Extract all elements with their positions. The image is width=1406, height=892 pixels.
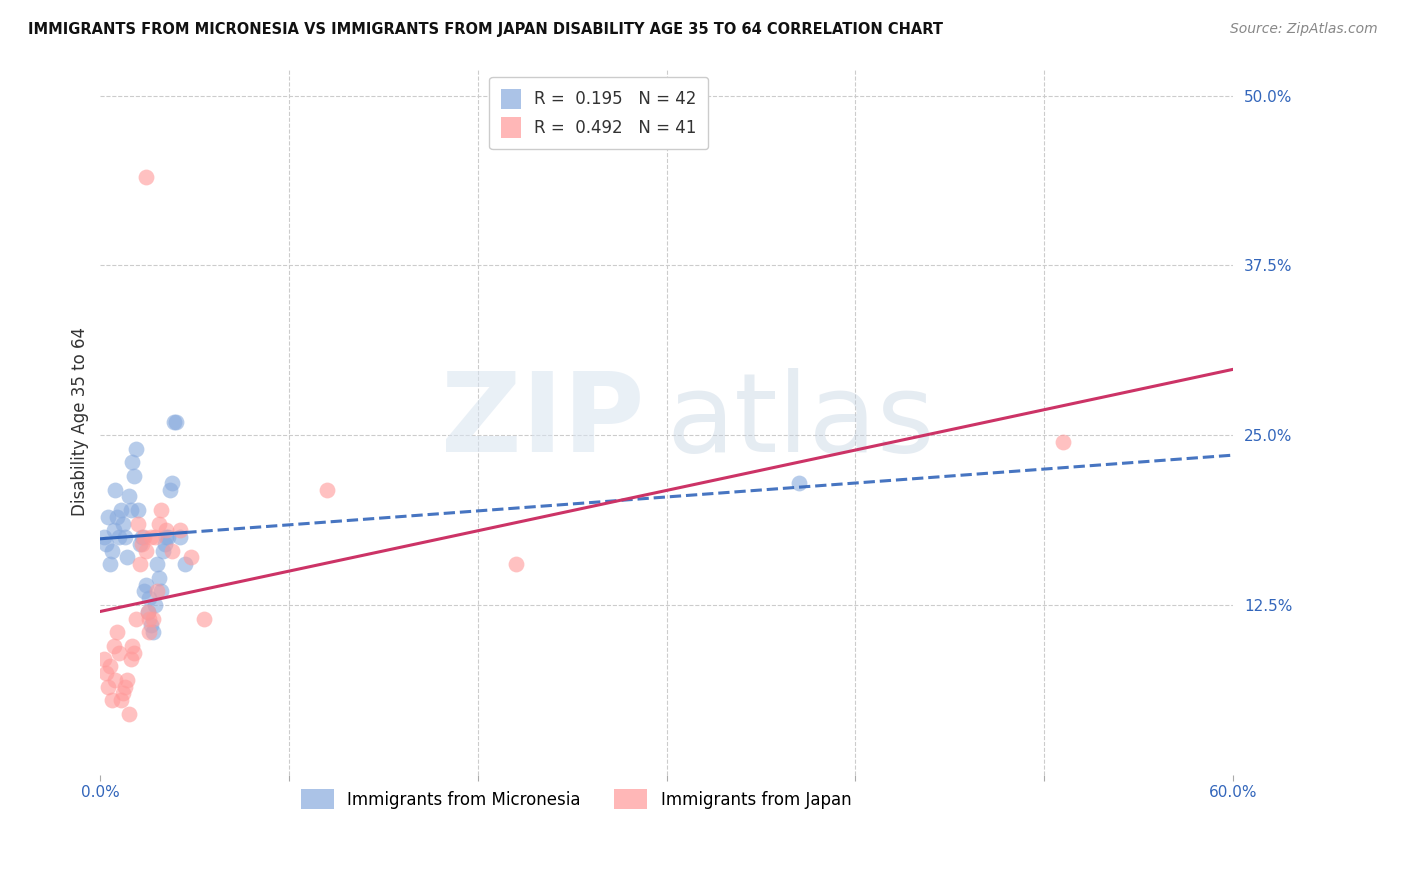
Point (103, 524, 125, 538)
Point (160, 543, 183, 558)
Text: Source: ZipAtlas.com: Source: ZipAtlas.com (1230, 22, 1378, 37)
Point (135, 543, 157, 558)
Point (125, 442, 148, 456)
Point (118, 489, 141, 503)
Point (104, 483, 127, 497)
Point (153, 537, 176, 551)
Point (129, 558, 152, 572)
Point (105, 509, 128, 524)
Point (129, 537, 152, 551)
Point (136, 605, 159, 619)
Point (114, 680, 136, 694)
Point (94, 537, 117, 551)
Point (138, 625, 160, 640)
Point (110, 693, 132, 707)
Point (114, 530, 136, 544)
Point (146, 584, 169, 599)
Point (127, 503, 149, 517)
Point (105, 625, 128, 640)
Point (135, 170, 157, 185)
Text: IMMIGRANTS FROM MICRONESIA VS IMMIGRANTS FROM JAPAN DISABILITY AGE 35 TO 64 CORR: IMMIGRANTS FROM MICRONESIA VS IMMIGRANTS… (28, 22, 943, 37)
Point (115, 673, 138, 687)
Point (131, 537, 153, 551)
Point (142, 625, 165, 640)
Point (100, 693, 122, 707)
Point (104, 673, 127, 687)
Point (93, 652, 115, 666)
Point (120, 503, 142, 517)
Point (505, 558, 527, 572)
Point (125, 612, 148, 626)
Point (165, 415, 187, 429)
Point (121, 639, 143, 653)
Point (97, 680, 120, 694)
Legend: Immigrants from Micronesia, Immigrants from Japan: Immigrants from Micronesia, Immigrants f… (294, 782, 858, 816)
Point (141, 618, 163, 632)
Point (142, 612, 165, 626)
Point (149, 503, 172, 517)
Point (169, 524, 191, 538)
Point (193, 612, 215, 626)
Point (138, 591, 160, 606)
Point (94, 665, 117, 680)
Point (787, 475, 810, 490)
Point (132, 584, 155, 599)
Point (103, 639, 125, 653)
Point (159, 483, 181, 497)
Point (174, 558, 197, 572)
Point (124, 646, 146, 660)
Point (163, 415, 186, 429)
Point (132, 530, 155, 544)
Point (108, 646, 131, 660)
Text: ZIP: ZIP (440, 368, 644, 475)
Point (131, 530, 153, 544)
Point (143, 598, 166, 612)
Point (180, 550, 202, 565)
Point (108, 530, 131, 544)
Point (115, 550, 138, 565)
Point (93, 530, 115, 544)
Point (124, 469, 146, 483)
Point (143, 530, 166, 544)
Point (141, 530, 163, 544)
Point (121, 455, 143, 469)
Point (157, 530, 180, 544)
Point (98, 659, 121, 673)
Point (127, 516, 149, 531)
Point (149, 584, 172, 599)
Point (111, 686, 134, 700)
Point (138, 612, 160, 626)
Point (160, 475, 183, 490)
Point (155, 530, 177, 544)
Point (148, 516, 170, 531)
Point (169, 530, 191, 544)
Point (111, 516, 134, 531)
Point (110, 503, 132, 517)
Point (315, 483, 337, 497)
Point (120, 652, 142, 666)
Text: atlas: atlas (666, 368, 935, 475)
Point (1052, 435, 1074, 450)
Point (155, 524, 177, 538)
Point (148, 571, 170, 585)
Y-axis label: Disability Age 35 to 64: Disability Age 35 to 64 (72, 327, 89, 516)
Point (135, 577, 157, 591)
Point (98, 558, 121, 572)
Point (146, 558, 169, 572)
Point (152, 543, 174, 558)
Point (136, 605, 159, 619)
Point (100, 543, 122, 558)
Point (97, 509, 120, 524)
Point (118, 706, 141, 721)
